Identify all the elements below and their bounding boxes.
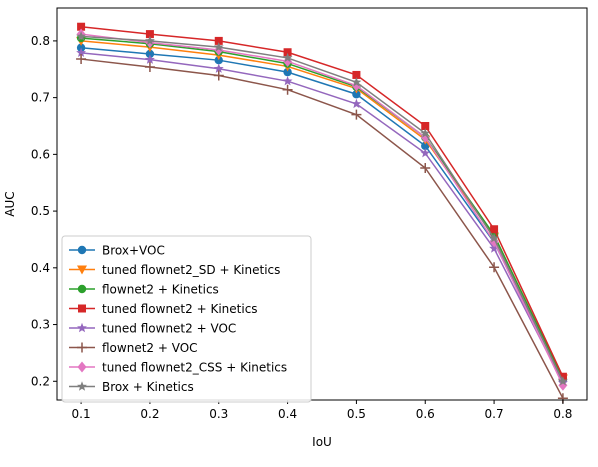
legend-marker	[77, 361, 87, 373]
plot-frame	[56, 7, 588, 401]
series-line	[81, 58, 564, 399]
data-point	[76, 47, 87, 58]
series-line	[81, 52, 564, 384]
x-tick-label: 0.1	[72, 407, 91, 421]
series-0	[76, 43, 568, 384]
data-point	[282, 52, 293, 63]
data-point	[282, 75, 293, 86]
x-tick-label: 0.4	[278, 407, 297, 421]
legend-marker	[77, 284, 87, 294]
data-point	[76, 31, 87, 41]
data-point	[352, 90, 361, 99]
legend-label: Brox + Kinetics	[102, 380, 194, 394]
data-point	[283, 48, 292, 57]
x-tick-label: 0.5	[347, 407, 366, 421]
data-point	[76, 54, 87, 65]
legend-item: flownet2 + VOC	[69, 341, 198, 355]
data-point	[214, 36, 223, 45]
x-tick-label: 0.3	[209, 407, 228, 421]
data-point	[144, 54, 155, 64]
data-point	[420, 162, 431, 173]
legend-label: tuned flownet2 + VOC	[102, 322, 236, 336]
legend-label: tuned flownet2_CSS + Kinetics	[102, 361, 287, 375]
legend-marker	[77, 342, 87, 353]
legend-box	[61, 235, 312, 403]
data-point	[421, 121, 430, 130]
data-point	[557, 376, 568, 386]
y-tick-label: 0.4	[31, 261, 50, 275]
data-point	[420, 131, 430, 143]
data-point	[283, 67, 292, 77]
legend-label: flownet2 + VOC	[102, 341, 198, 355]
x-axis: 0.1 0.2 0.3 0.4 0.5 0.6 0.7 0.8	[72, 400, 572, 421]
series-layer	[76, 22, 568, 404]
data-point	[352, 70, 361, 79]
x-axis-title: IoU	[312, 435, 332, 449]
legend-item: tuned flownet2_SD + Kinetics	[69, 263, 280, 277]
series-line	[81, 25, 564, 378]
data-point	[144, 35, 155, 46]
data-point	[213, 70, 224, 81]
series-line	[81, 46, 564, 380]
data-point	[420, 148, 431, 158]
legend-label: tuned flownet2_SD + Kinetics	[102, 263, 280, 277]
legend-marker	[77, 322, 87, 333]
x-tick-label: 0.7	[485, 407, 504, 421]
legend-label: Brox+VOC	[102, 244, 165, 258]
legend-item: tuned flownet2 + Kinetics	[69, 302, 258, 316]
series-line	[81, 35, 564, 382]
data-point	[77, 22, 86, 31]
data-point	[490, 225, 499, 234]
data-point	[144, 61, 155, 72]
y-tick-label: 0.3	[31, 318, 50, 332]
legend: Brox+VOC tuned flownet2_SD + Kinetics flow…	[61, 235, 312, 403]
legend-label: flownet2 + Kinetics	[102, 283, 219, 297]
y-tick-label: 0.2	[31, 374, 50, 388]
data-point	[351, 109, 362, 120]
y-tick-label: 0.6	[31, 147, 50, 161]
series-3	[77, 22, 567, 381]
data-point	[489, 233, 500, 243]
data-point	[351, 98, 362, 109]
series-line	[80, 33, 564, 386]
data-point	[145, 30, 154, 39]
legend-label: tuned flownet2 + Kinetics	[102, 302, 258, 316]
data-point	[489, 262, 500, 273]
legend-marker	[77, 381, 87, 391]
y-axis: 0.2 0.3 0.4 0.5 0.6 0.7 0.8	[31, 34, 57, 388]
legend-item: Brox+VOC	[69, 244, 165, 258]
y-tick-label: 0.7	[31, 91, 50, 105]
series-7	[76, 31, 568, 386]
legend-item: tuned flownet2_CSS + Kinetics	[69, 361, 287, 375]
x-tick-label: 0.2	[140, 407, 159, 421]
data-point	[420, 128, 431, 138]
legend-item: Brox + Kinetics	[69, 380, 194, 394]
data-point	[282, 84, 293, 95]
data-point	[351, 80, 361, 92]
legend-marker	[77, 245, 87, 255]
data-point	[489, 243, 500, 253]
x-tick-label: 0.6	[416, 407, 435, 421]
y-axis-title: AUC	[3, 191, 17, 216]
data-point	[351, 77, 362, 87]
y-tick-label: 0.8	[31, 34, 50, 48]
data-point	[558, 379, 568, 391]
data-point	[213, 41, 224, 52]
series-line	[81, 37, 564, 379]
y-tick-label: 0.5	[31, 204, 50, 218]
series-5	[76, 54, 568, 404]
data-point	[213, 63, 224, 73]
legend-marker	[78, 304, 86, 313]
legend-item: flownet2 + Kinetics	[69, 283, 219, 297]
data-point	[145, 49, 155, 59]
x-tick-label: 0.8	[553, 407, 572, 421]
legend-item: tuned flownet2 + VOC	[69, 322, 236, 336]
data-point	[214, 55, 223, 65]
legend-marker	[77, 265, 87, 275]
